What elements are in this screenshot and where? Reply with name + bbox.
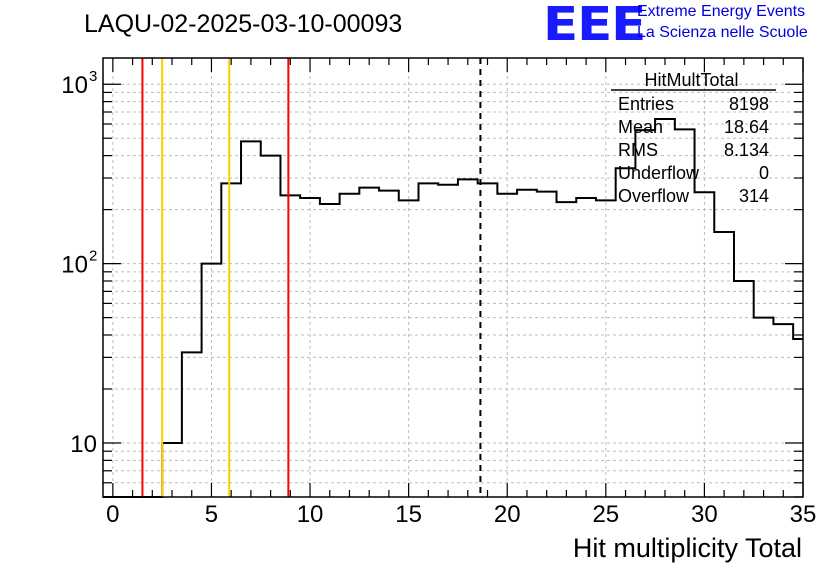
histogram-bin <box>793 339 803 497</box>
histogram-bin <box>734 281 754 497</box>
histogram-bin <box>517 190 537 497</box>
threshold-lines <box>141 58 482 497</box>
histogram-bin <box>675 129 695 497</box>
plot-frame <box>102 57 804 498</box>
stats-value: 314 <box>739 186 769 206</box>
x-tick-label: 25 <box>592 501 619 528</box>
run-title: LAQU-02-2025-03-10-00093 <box>84 10 403 38</box>
histogram-bin <box>182 352 202 497</box>
y-tick-exponent: 2 <box>89 248 97 265</box>
histogram-bin <box>773 324 793 497</box>
histogram-bin <box>497 194 517 497</box>
x-tick-label: 5 <box>205 501 218 528</box>
histogram-bin <box>221 183 241 497</box>
stats-label: Underflow <box>618 163 700 183</box>
histogram-bin <box>340 194 360 497</box>
stats-value: 8198 <box>729 94 769 114</box>
y-tick-label: 10 <box>70 431 97 458</box>
histogram-bin <box>261 156 281 497</box>
stats-label: Mean <box>618 117 663 137</box>
histogram-bin <box>418 183 438 497</box>
stats-label: Overflow <box>618 186 690 206</box>
histogram-bin <box>576 198 596 497</box>
x-tick-label: 35 <box>790 501 817 528</box>
histogram-bin <box>478 183 498 497</box>
histogram-outline <box>103 117 803 498</box>
histogram-bin <box>438 185 458 497</box>
eee-logo: EEE <box>543 0 646 51</box>
stats-label: Entries <box>618 94 674 114</box>
x-tick-label: 20 <box>494 501 521 528</box>
stats-box: HitMultTotal Entries 8198 Mean 18.64 RMS 8.134… <box>611 70 776 206</box>
histogram-bin <box>241 141 261 497</box>
logo-caption-line2: La Scienza nelle Scuole <box>637 24 808 41</box>
histogram-bin <box>379 191 399 497</box>
histogram-bin <box>596 200 616 497</box>
histogram-bin <box>754 318 774 497</box>
x-axis-label: Hit multiplicity Total <box>572 533 802 563</box>
histogram-bin <box>320 204 340 497</box>
stats-title: HitMultTotal <box>644 70 738 90</box>
stats-value: 0 <box>759 163 769 183</box>
y-tick-base: 10 <box>61 252 88 279</box>
x-tick-label: 10 <box>297 501 324 528</box>
histogram-bin <box>162 443 182 497</box>
histogram-bin <box>695 192 715 497</box>
y-tick-exponent: 3 <box>89 68 97 85</box>
histogram-bin <box>458 179 478 497</box>
x-tick-label: 15 <box>395 501 422 528</box>
histogram-bin <box>300 198 320 497</box>
stats-value: 18.64 <box>724 117 769 137</box>
y-tick-base: 10 <box>70 431 97 458</box>
histogram-bin <box>616 168 636 497</box>
histogram-bin <box>714 232 734 497</box>
histogram-series <box>103 117 803 498</box>
y-tick-label: 10 3 <box>61 68 97 99</box>
logo-caption-line1: Extreme Energy Events <box>637 3 806 20</box>
histogram-bin <box>537 192 557 497</box>
histogram-bin <box>359 188 379 497</box>
stats-value: 8.134 <box>724 140 769 160</box>
y-tick-label: 10 2 <box>61 248 97 279</box>
histogram-bin <box>202 264 222 497</box>
y-tick-base: 10 <box>61 72 88 99</box>
histogram-bin <box>557 202 577 497</box>
stats-label: RMS <box>618 140 658 160</box>
x-tick-label: 30 <box>691 501 718 528</box>
histogram-bin <box>280 195 300 497</box>
histogram-bin <box>399 200 419 497</box>
x-tick-label: 0 <box>106 501 119 528</box>
